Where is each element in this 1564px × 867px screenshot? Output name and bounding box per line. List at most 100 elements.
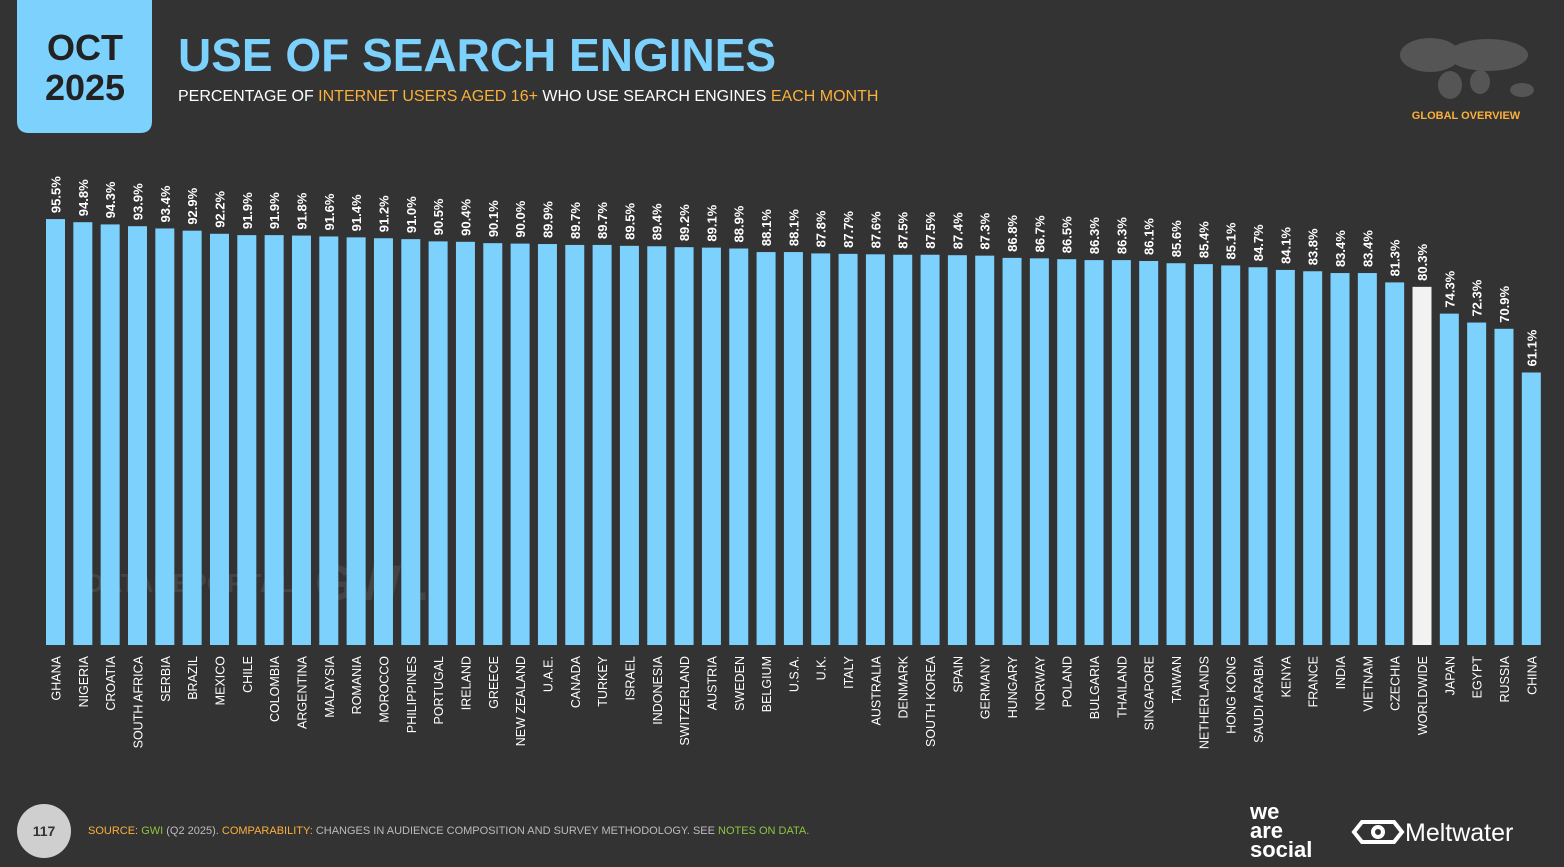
value-label: 86.3%	[1114, 217, 1129, 254]
bar	[455, 241, 475, 646]
bar	[209, 233, 229, 645]
value-label: 90.0%	[513, 200, 528, 237]
text-segment: CHANGES IN AUDIENCE COMPOSITION AND SURV…	[316, 825, 718, 837]
category-label: TAIWAN	[1170, 656, 1184, 703]
bar	[975, 255, 995, 645]
value-label: 89.4%	[650, 203, 665, 240]
value-label: 86.3%	[1087, 217, 1102, 254]
text-segment: INTERNET USERS AGED 16+	[318, 88, 538, 105]
category-label: GREECE	[487, 656, 501, 709]
value-label: 74.3%	[1442, 270, 1457, 307]
value-label: 93.4%	[158, 185, 173, 222]
text-segment: GWI	[141, 825, 163, 837]
value-label: 83.8%	[1306, 228, 1321, 265]
value-label: 88.1%	[786, 209, 801, 246]
bar	[1357, 273, 1377, 645]
bar	[1385, 282, 1405, 645]
category-label: CROATIA	[104, 655, 118, 710]
category-label: CZECHIA	[1389, 655, 1403, 711]
category-label: EGYPT	[1471, 656, 1485, 699]
category-label: U.A.E.	[541, 656, 555, 692]
value-label: 91.8%	[294, 192, 309, 229]
bar	[127, 226, 147, 645]
value-label: 89.1%	[704, 204, 719, 241]
bar	[1303, 271, 1323, 645]
text-segment: PERCENTAGE OF	[178, 88, 318, 105]
bar	[537, 244, 557, 645]
bar	[100, 224, 120, 645]
bar	[264, 235, 284, 645]
category-label: MEXICO	[213, 656, 227, 706]
category-label: SAUDI ARABIA	[1252, 655, 1266, 742]
text-segment: (Q2 2025).	[163, 825, 222, 837]
value-label: 91.2%	[376, 195, 391, 232]
category-label: ARGENTINA	[295, 655, 309, 729]
bar	[674, 247, 694, 645]
bar	[1166, 263, 1186, 645]
value-label: 86.1%	[1142, 218, 1157, 255]
category-label: SERBIA	[159, 655, 173, 702]
category-label: NIGERIA	[77, 655, 91, 707]
date-box	[17, 0, 152, 133]
bar	[1111, 260, 1131, 645]
bar	[1084, 260, 1104, 645]
plot: 95.5% GHANA 94.8% NIGERIA 94.3% CROATIA 93.9% S…	[46, 176, 1541, 749]
category-label: NORWAY	[1033, 655, 1047, 710]
value-label: 90.1%	[486, 200, 501, 237]
value-label: 85.6%	[1169, 220, 1184, 257]
category-label: PHILIPPINES	[405, 656, 419, 733]
category-label: U.S.A.	[787, 656, 801, 692]
value-label: 91.6%	[322, 193, 337, 230]
value-label: 86.8%	[1005, 215, 1020, 252]
category-label: GERMANY	[979, 655, 993, 719]
bar	[893, 254, 913, 645]
bar	[1412, 286, 1432, 645]
category-label: SWEDEN	[733, 656, 747, 711]
badge: GLOBAL OVERVIEW	[1412, 110, 1521, 122]
category-label: BRAZIL	[186, 656, 200, 700]
bar	[346, 237, 366, 645]
value-label: 87.3%	[978, 212, 993, 249]
text-segment: SOURCE:	[88, 825, 141, 837]
bar	[1330, 273, 1350, 645]
logo-line: we	[1249, 799, 1279, 824]
category-label: IRELAND	[459, 656, 473, 710]
bar	[756, 252, 776, 645]
category-label: VIETNAM	[1361, 656, 1375, 712]
world-map	[1400, 38, 1534, 99]
page-badge	[17, 804, 71, 858]
category-label: SOUTH AFRICA	[131, 655, 145, 748]
logo2: Meltwater	[1405, 819, 1513, 847]
value-label: 80.3%	[1415, 244, 1430, 281]
bar	[592, 244, 612, 646]
bar	[1494, 328, 1514, 645]
bar	[947, 255, 967, 646]
value-label: 93.9%	[130, 183, 145, 220]
value-label: 88.1%	[759, 209, 774, 246]
category-label: DENMARK	[897, 655, 911, 718]
value-label: 91.9%	[267, 192, 282, 229]
category-label: ISRAEL	[623, 656, 637, 701]
category-label: POLAND	[1061, 656, 1075, 707]
value-label: 89.2%	[677, 204, 692, 241]
value-label: 94.3%	[103, 181, 118, 218]
category-label: GHANA	[50, 655, 64, 700]
category-label: WORLDWIDE	[1416, 656, 1430, 735]
bar	[510, 243, 530, 645]
category-label: FRANCE	[1307, 656, 1321, 707]
bar	[46, 219, 65, 645]
bar	[1521, 372, 1541, 645]
category-label: U.K.	[815, 656, 829, 680]
bar	[865, 254, 885, 645]
bar	[483, 243, 503, 646]
subtitle: PERCENTAGE OF INTERNET USERS AGED 16+ WH…	[178, 88, 878, 105]
value-label: 61.1%	[1524, 329, 1539, 366]
category-label: HUNGARY	[1006, 655, 1020, 718]
bar	[1221, 265, 1241, 645]
value-label: 89.7%	[595, 202, 610, 239]
bar	[565, 244, 585, 646]
meltwater-icon	[1351, 820, 1405, 844]
bar	[1248, 267, 1268, 645]
category-label: CANADA	[569, 655, 583, 708]
value-label: 92.2%	[212, 190, 227, 227]
